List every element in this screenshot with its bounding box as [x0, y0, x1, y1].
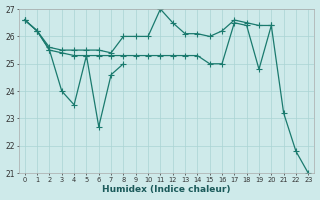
- X-axis label: Humidex (Indice chaleur): Humidex (Indice chaleur): [102, 185, 231, 194]
